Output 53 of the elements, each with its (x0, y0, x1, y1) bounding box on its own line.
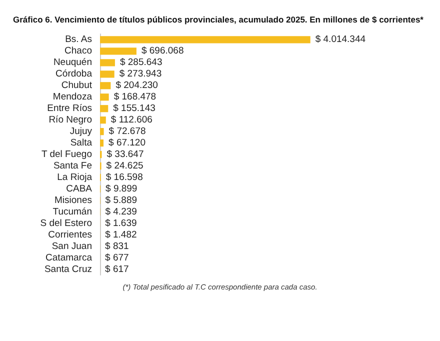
data-label: $ 1.482 (105, 229, 137, 240)
data-label: $ 155.143 (113, 103, 156, 114)
y-tick-label: Neuquén (53, 57, 92, 68)
y-tick-label: CABA (66, 183, 93, 194)
data-label: $ 72.678 (108, 126, 146, 138)
y-tick-label: Corrientes (48, 229, 92, 240)
y-tick-label: La Rioja (57, 172, 93, 183)
y-tick-label: Entre Ríos (47, 103, 92, 114)
data-label: $ 696.068 (141, 46, 184, 57)
y-tick-label: Catamarca (46, 252, 93, 264)
data-label: $ 112.606 (110, 114, 152, 126)
data-label: $ 617 (105, 264, 129, 275)
y-tick-label: Mendoza (52, 92, 93, 103)
y-tick-label: San Juan (52, 240, 92, 252)
y-tick-label: Chubut (61, 80, 92, 92)
data-label: $ 4.239 (105, 206, 137, 218)
data-label: $ 831 (105, 240, 129, 252)
data-label: $ 67.120 (108, 138, 146, 149)
bar (100, 94, 109, 101)
data-label: $ 9.899 (106, 183, 138, 194)
data-label: $ 33.647 (106, 149, 144, 160)
y-tick-label: Tucumán (52, 206, 92, 218)
bar (100, 59, 115, 66)
bar (100, 128, 104, 136)
data-label: $ 273.943 (119, 68, 162, 80)
y-tick-label: S del Estero (40, 218, 92, 229)
y-tick-label: Río Negro (48, 114, 92, 126)
data-label: $ 677 (105, 252, 129, 264)
bar (100, 116, 106, 124)
data-label: $ 1.639 (105, 218, 137, 229)
data-label: $ 16.598 (106, 172, 143, 183)
y-tick-label: Bs. As (65, 34, 92, 46)
data-label: $ 285.643 (120, 57, 162, 68)
bar (100, 70, 114, 78)
y-tick-label: Jujuy (70, 126, 92, 138)
bar (100, 82, 111, 90)
y-tick-label: T del Fuego (41, 149, 92, 160)
bar (100, 36, 310, 44)
data-label: $ 24.625 (106, 160, 144, 172)
data-label: $ 204.230 (116, 80, 158, 92)
bar (100, 139, 104, 147)
data-label: $ 5.889 (105, 194, 138, 206)
chart-title: Gráfico 6. Vencimiento de títulos públicos provinciales, acumulado 2025. En millones de $ corrientes* (13, 14, 424, 24)
y-tick-label: Chaco (64, 46, 92, 57)
data-label: $ 168.478 (114, 92, 156, 103)
bar (100, 105, 108, 112)
y-tick-label: Salta (70, 138, 93, 149)
y-tick-label: Santa Cruz (44, 264, 92, 275)
y-tick-label: Santa Fe (53, 160, 92, 172)
data-label: $ 4.014.344 (315, 34, 366, 46)
y-tick-label: Córdoba (56, 68, 93, 80)
y-tick-label: Misiones (54, 194, 92, 206)
bar (100, 48, 136, 55)
